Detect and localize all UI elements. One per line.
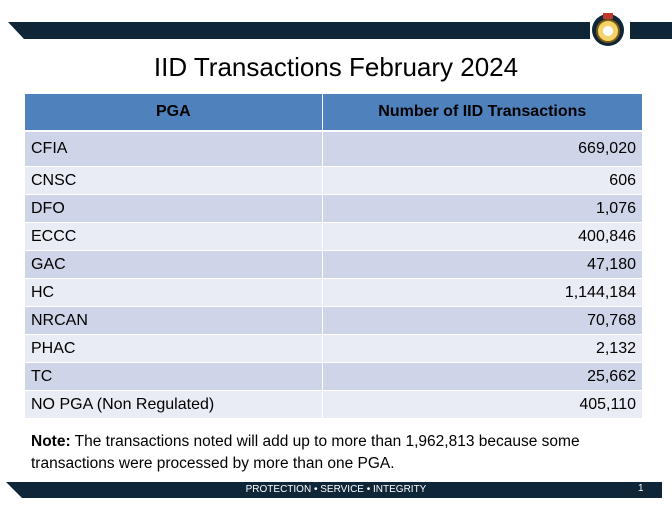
pga-cell: NO PGA (Non Regulated): [25, 390, 323, 419]
table: PGA Number of IID Transactions CFIA 669,0…: [25, 94, 644, 419]
pga-cell: CFIA: [25, 131, 323, 167]
table-row: TC 25,662: [25, 362, 644, 391]
count-cell: 47,180: [322, 250, 644, 279]
table-row: PHAC 2,132: [25, 334, 644, 363]
top-band: [8, 22, 590, 39]
count-cell: 606: [322, 166, 644, 195]
count-cell: 1,144,184: [322, 278, 644, 307]
pga-cell: ECCC: [25, 222, 323, 251]
table-row: NRCAN 70,768: [25, 306, 644, 335]
count-cell: 2,132: [322, 334, 644, 363]
count-cell: 25,662: [322, 362, 644, 391]
pga-cell: DFO: [25, 194, 323, 223]
count-cell: 405,110: [322, 390, 644, 419]
count-cell: 70,768: [322, 306, 644, 335]
count-cell: 400,846: [322, 222, 644, 251]
note-text: The transactions noted will add up to mo…: [31, 433, 580, 472]
table-row: GAC 47,180: [25, 250, 644, 279]
table-row: ECCC 400,846: [25, 222, 644, 251]
table-row: DFO 1,076: [25, 194, 644, 223]
footer-motto: PROTECTION • SERVICE • INTEGRITY: [245, 484, 427, 495]
pga-cell: TC: [25, 362, 323, 391]
header-row: PGA Number of IID Transactions: [25, 94, 644, 132]
count-cell: 1,076: [322, 194, 644, 223]
table-row: NO PGA (Non Regulated) 405,110: [25, 390, 644, 419]
title: IID Transactions February 2024: [153, 52, 519, 82]
table-row: CFIA 669,020: [25, 131, 644, 167]
logo-crown: [603, 13, 613, 19]
table-row: HC 1,144,184: [25, 278, 644, 307]
bottom-band: [6, 482, 662, 498]
header-cell: Number of IID Transactions: [322, 94, 644, 132]
table-row: CNSC 606: [25, 166, 644, 195]
count-cell: 669,020: [322, 131, 644, 167]
top-band-end: [630, 22, 672, 39]
note: Note: The transactions noted will add up…: [31, 431, 631, 475]
pga-cell: PHAC: [25, 334, 323, 363]
header-cell: PGA: [25, 94, 323, 132]
pga-cell: CNSC: [25, 166, 323, 195]
logo-center: [603, 26, 613, 36]
pga-cell: GAC: [25, 250, 323, 279]
pga-cell: HC: [25, 278, 323, 307]
note-label: Note:: [31, 433, 71, 450]
page-number: 1: [638, 483, 644, 494]
pga-cell: NRCAN: [25, 306, 323, 335]
